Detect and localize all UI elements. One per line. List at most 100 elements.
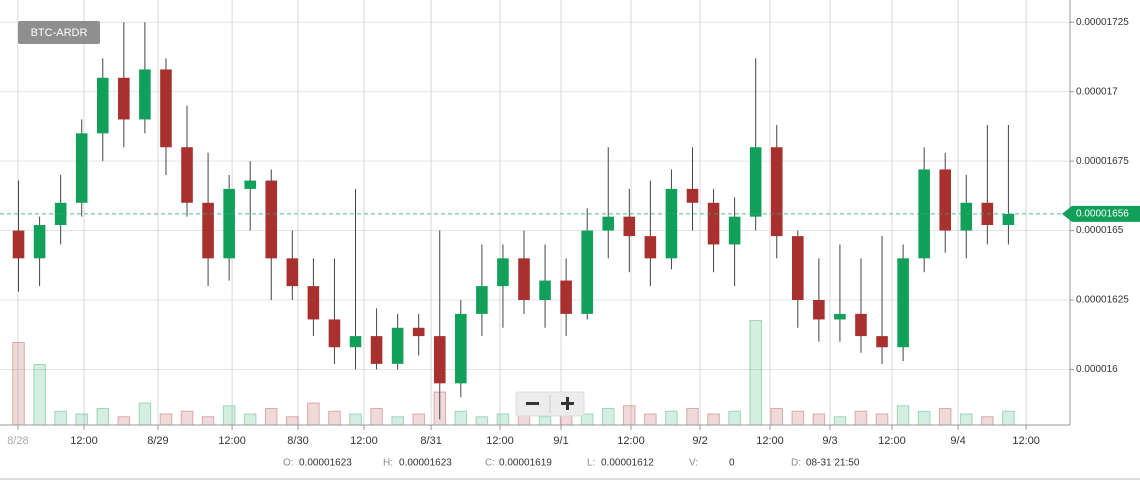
volume-bar [1002,410,1015,426]
x-tick-label: 9/1 [553,435,568,447]
volume-bar [959,413,973,426]
y-tick-label: 0.0000165 [1076,225,1124,236]
candle-body [33,225,46,259]
candle-body [792,236,804,300]
volume-bar [475,416,489,426]
candle-body [855,313,867,337]
info-value: 0.00001623 [399,458,452,469]
volume-bar [917,410,931,426]
candle-body [54,202,67,225]
volume-bar [138,402,152,426]
zoom-out[interactable] [526,402,539,405]
candle-body [749,147,762,217]
volume-bar [686,408,699,426]
volume-bar [728,410,741,426]
y-tick-label: 0.00001675 [1076,156,1129,167]
volume-bar [812,413,826,426]
volume-bar [117,416,131,426]
x-tick-label: 8/29 [147,435,168,447]
y-tick-label: 0.000016 [1076,364,1118,375]
x-tick-label: 12:00 [756,435,784,447]
candle-body [12,230,25,259]
volume-bar [496,413,510,426]
last-price-tag [1062,205,1140,222]
info-value: 0.00001612 [601,458,654,469]
last-price-label: 0.00001656 [1076,209,1129,220]
volume-bar [286,416,299,426]
candle-body [433,336,446,384]
candle-body [202,202,214,259]
volume-bar [222,405,236,426]
volume-bar [12,342,25,426]
volume-bar [180,410,194,426]
candle-body [391,327,404,364]
volume-bar [770,408,784,426]
candle-body [602,216,615,231]
volume-bar [454,410,468,426]
info-value: 0 [729,458,735,469]
candle-body [139,69,151,120]
candle-body [160,69,172,148]
x-tick-label: 12:00 [350,435,378,447]
volume-bar [791,410,805,426]
volume-bar [96,408,110,426]
y-tick-label: 0.00001625 [1076,295,1129,306]
candle-body [876,336,888,348]
volume-bar [159,413,173,426]
volume-bar [938,408,952,426]
candle-body [707,202,720,245]
volume-bar [981,416,994,426]
zoom-in-vertical[interactable] [566,397,569,410]
candle-body [518,258,530,300]
volume-bar [370,408,383,426]
axes-layer: 0.000016 0.00001625 0.0000165 0.00001675 0.0… [0,17,1140,447]
candle-body [328,319,341,348]
info-label: L: [587,458,595,469]
volume-bar [665,410,678,426]
info-value: 08-31 21:50 [806,458,860,469]
volume-bar [833,416,847,426]
y-tick-label: 0.00001725 [1076,17,1129,28]
volume-bar [854,410,868,426]
symbol-title: BTC-ARDR [31,27,88,39]
candle-body [960,202,973,231]
x-tick-label: 12:00 [218,435,246,447]
candle-body [244,180,256,189]
volume-bar [75,413,89,426]
candle-body [539,280,551,300]
info-label: C: [485,458,495,469]
volume-bar [33,364,46,426]
candle-body [686,188,699,203]
zoom-controls [515,391,585,417]
candle-body [834,313,846,320]
candle-body [728,216,741,245]
x-tick-label: 12:00 [70,435,98,447]
candle-body [497,258,509,287]
x-tick-label: 9/4 [950,435,965,447]
candle-body [307,286,320,320]
info-value: 0.00001619 [499,458,552,469]
x-tick-label: 8/30 [287,435,308,447]
volume-bar [307,402,320,426]
candle-body [770,147,783,237]
volume-bar [201,416,215,426]
info-label: V: [689,458,698,469]
candle-layer [12,22,1015,420]
volume-bar [349,413,362,426]
candle-body [455,313,467,384]
volume-bar [328,410,341,426]
candle-body [897,258,909,348]
candle-body [286,258,299,287]
candle-body [223,188,235,259]
x-tick-label: 12:00 [486,435,514,447]
volume-bar [623,405,636,426]
volume-layer [12,320,1015,426]
volume-bar [243,413,257,426]
y-tick-label: 0.000017 [1076,86,1118,97]
info-bar: O: 0.00001623 H: 0.00001623 C: 0.00001619 L: 0.… [283,458,860,469]
candle-body [118,77,130,120]
volume-bar [707,413,720,426]
candle-body [412,327,425,337]
candle-body [813,300,825,320]
